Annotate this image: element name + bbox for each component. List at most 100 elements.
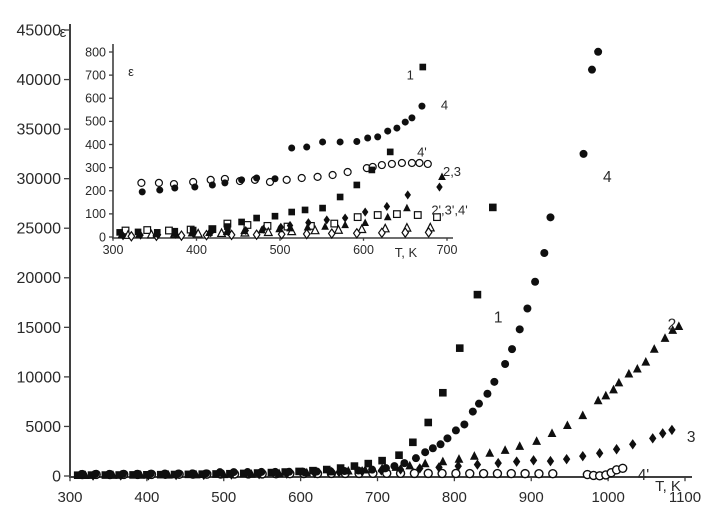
circle-filled-marker xyxy=(202,469,211,478)
square-filled-marker xyxy=(336,464,345,472)
diamond-open-marker xyxy=(177,230,186,242)
circle-filled-marker xyxy=(138,188,146,196)
square-open-marker xyxy=(392,210,401,219)
main-y-tick-label: 0 xyxy=(52,468,61,485)
main-series-2 xyxy=(80,321,684,480)
main-x-tick-label: 900 xyxy=(519,489,544,506)
circle-open-marker xyxy=(548,469,558,479)
square-open-marker xyxy=(433,213,441,222)
square-filled-marker xyxy=(238,218,245,226)
circle-open-marker xyxy=(328,170,337,180)
square-filled-marker xyxy=(364,459,373,468)
square-filled-marker xyxy=(116,229,124,236)
triangle-filled-marker xyxy=(360,464,370,474)
triangle-filled-marker xyxy=(469,451,479,460)
circle-filled-marker xyxy=(191,183,199,191)
main-annotation: 3 xyxy=(687,429,696,446)
diamond-filled-marker xyxy=(649,433,657,444)
triangle-filled-marker xyxy=(438,172,446,181)
circle-filled-marker xyxy=(312,467,321,476)
circle-filled-marker xyxy=(340,466,349,475)
triangle-filled-marker xyxy=(632,363,642,373)
diamond-open-marker xyxy=(127,230,136,242)
diamond-filled-marker xyxy=(668,424,676,436)
main-x-tick-label: 400 xyxy=(134,489,159,506)
square-filled-marker xyxy=(353,181,361,189)
triangle-filled-marker xyxy=(649,344,659,353)
circle-open-marker xyxy=(506,468,516,479)
triangle-filled-marker xyxy=(674,321,684,330)
square-filled-marker xyxy=(455,344,464,352)
triangle-filled-marker xyxy=(614,377,624,387)
diamond-filled-marker xyxy=(396,464,405,475)
circle-filled-marker xyxy=(243,468,252,477)
circle-open-marker xyxy=(465,468,475,479)
square-open-marker xyxy=(373,211,382,219)
inset-x-tick-label: 300 xyxy=(103,243,124,257)
circle-filled-marker xyxy=(119,469,128,478)
circle-filled-marker xyxy=(490,377,499,386)
circle-open-marker xyxy=(265,177,275,187)
inset-y-tick-label: 600 xyxy=(85,92,106,106)
circle-filled-marker xyxy=(540,249,549,257)
square-filled-marker xyxy=(368,166,376,174)
square-filled-marker xyxy=(409,438,417,447)
circle-filled-marker xyxy=(408,114,416,122)
circle-open-marker xyxy=(534,468,544,479)
circle-open-marker xyxy=(520,468,530,479)
circle-filled-marker xyxy=(501,360,510,369)
triangle-filled-marker xyxy=(454,454,464,463)
circle-filled-marker xyxy=(546,213,555,222)
circle-open-marker xyxy=(154,178,164,187)
triangle-filled-marker xyxy=(578,410,588,420)
circle-filled-marker xyxy=(171,184,179,192)
circle-filled-marker xyxy=(401,118,409,126)
main-y-tick-label: 15000 xyxy=(17,320,62,337)
main-x-tick-label: 1100 xyxy=(669,489,701,506)
main-x-tick-label: 600 xyxy=(288,489,313,506)
circle-open-marker xyxy=(415,158,424,168)
circle-filled-marker xyxy=(460,420,469,429)
triangle-filled-marker xyxy=(547,428,557,437)
square-filled-marker xyxy=(171,227,179,235)
circle-open-marker xyxy=(137,178,146,187)
inset-y-tick-label: 100 xyxy=(85,207,106,221)
square-open-marker xyxy=(165,226,173,235)
diamond-open-marker xyxy=(401,227,410,239)
main-xlabel: T, K xyxy=(655,478,681,495)
circle-filled-marker xyxy=(364,134,372,142)
inset-y-tick-label: 800 xyxy=(85,45,106,59)
main-chart: 0500010000150002000025000300003500040000… xyxy=(17,22,702,506)
inset-y-tick-label: 0 xyxy=(99,230,106,244)
diamond-filled-marker xyxy=(454,460,462,472)
inset-series-1 xyxy=(116,63,427,236)
triangle-filled-marker xyxy=(532,436,542,445)
circle-filled-marker xyxy=(156,186,164,194)
square-open-marker xyxy=(353,213,362,222)
circle-filled-marker xyxy=(91,469,100,478)
circle-filled-marker xyxy=(474,399,483,408)
triangle-filled-marker xyxy=(515,441,525,450)
main-annotation: 4 xyxy=(603,169,612,186)
circle-open-marker xyxy=(397,158,407,168)
inset-x-tick-label: 500 xyxy=(270,243,291,257)
triangle-filled-marker xyxy=(275,224,284,233)
main-y-tick-label: 35000 xyxy=(17,122,62,139)
circle-filled-marker xyxy=(400,459,409,468)
inset-ylabel: ε xyxy=(128,64,134,79)
circle-filled-marker xyxy=(271,467,280,476)
main-y-tick-label: 5000 xyxy=(25,419,61,436)
triangle-filled-marker xyxy=(609,384,618,394)
circle-filled-marker xyxy=(215,468,224,477)
circle-filled-marker xyxy=(319,138,327,146)
circle-open-marker xyxy=(387,159,396,169)
triangle-filled-marker xyxy=(257,225,266,234)
triangle-filled-marker xyxy=(219,469,229,479)
square-filled-marker xyxy=(489,203,497,212)
square-filled-marker xyxy=(322,465,331,474)
triangle-filled-marker xyxy=(420,458,430,468)
square-filled-marker xyxy=(73,471,82,480)
main-series-4 xyxy=(77,47,603,479)
inset-annotation: 4 xyxy=(441,98,448,113)
